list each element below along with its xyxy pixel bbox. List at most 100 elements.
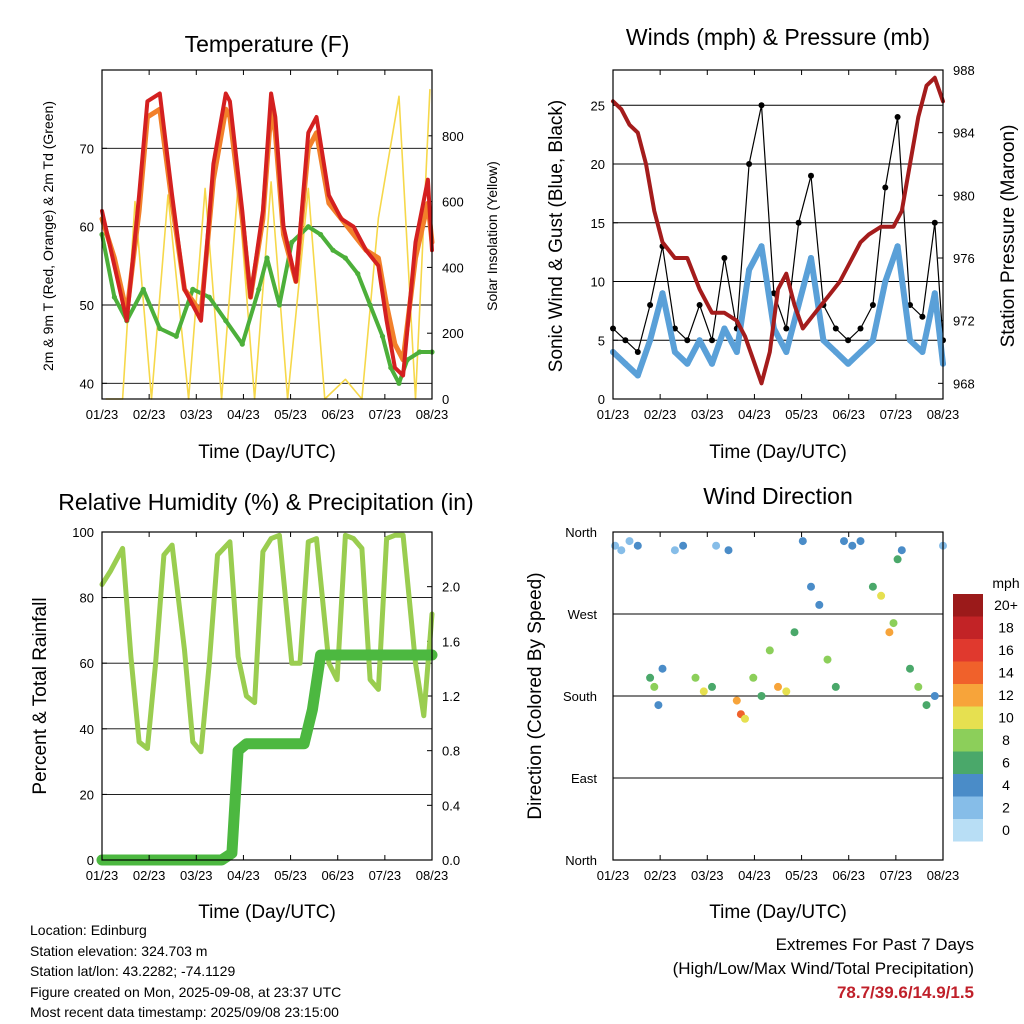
temp-2m-line — [100, 91, 434, 378]
wind-y-tick-label: 5 — [598, 333, 605, 348]
direction-point — [646, 673, 655, 682]
colorbar-swatch — [953, 684, 983, 707]
elevation-text: Station elevation: 324.703 m — [30, 942, 208, 959]
wind-point — [783, 349, 790, 355]
direction-point — [823, 655, 832, 664]
wind-y-tick-label: 15 — [591, 216, 605, 231]
temperature-x-tick-label: 01/23 — [86, 407, 119, 422]
wind-point — [758, 243, 765, 250]
direction-point — [914, 682, 923, 691]
latlon-text: Station lat/lon: 43.2282; -74.1129 — [30, 963, 236, 979]
humidity-title: Relative Humidity (%) & Precipitation (i… — [58, 489, 473, 515]
dewpoint-point — [355, 271, 361, 277]
temperature-y-tick-label: 60 — [80, 220, 94, 235]
direction-point — [877, 591, 886, 600]
temperature-y2label: Solar Insolation (Yellow) — [484, 161, 500, 311]
precip-y-tick-label: 1.6 — [442, 634, 460, 649]
wind-point — [647, 337, 654, 344]
humidity-x-tick-label: 02/23 — [133, 868, 166, 883]
direction-y-tick-label: North — [565, 853, 597, 868]
dewpoint-point — [173, 333, 179, 339]
humidity-x-tick-label: 04/23 — [227, 868, 260, 883]
direction-y-tick-label: South — [563, 689, 597, 704]
wind-point — [832, 349, 839, 355]
colorbar-level-label: 12 — [998, 687, 1014, 703]
humidity-x-tick-label: 06/23 — [321, 868, 354, 883]
direction-point — [831, 682, 840, 691]
direction-y-tick-label: East — [571, 771, 597, 786]
direction-point — [922, 701, 931, 710]
direction-point — [774, 682, 782, 691]
wind-line — [610, 243, 946, 379]
direction-panel: Wind Direction Time (Day/UTC) Direction … — [525, 483, 1020, 923]
dewpoint-point — [264, 255, 270, 261]
direction-point — [741, 714, 749, 723]
direction-point — [625, 537, 634, 546]
temperature-ylabel: 2m & 9m T (Red, Orange) & 2m Td (Green) — [40, 101, 56, 371]
humidity-y-tick-label: 60 — [80, 656, 94, 671]
humidity-x-tick-label: 03/23 — [180, 868, 213, 883]
relative-humidity-line — [99, 532, 435, 755]
temperature-y-tick-label: 50 — [80, 298, 94, 313]
wind-point — [684, 360, 691, 367]
direction-point — [856, 537, 865, 546]
recent-data-text: Most recent data timestamp: 2025/09/08 2… — [30, 1004, 339, 1020]
wind-point — [733, 349, 740, 355]
direction-point — [840, 537, 848, 546]
wind-point — [919, 349, 926, 355]
precip-y-tick-label: 0.0 — [442, 853, 460, 868]
direction-point — [732, 696, 741, 705]
colorbar-swatch — [953, 639, 983, 662]
colorbar-swatch — [953, 706, 983, 729]
wind-point — [634, 372, 641, 379]
pressure-y-tick-label: 968 — [953, 376, 975, 391]
colorbar-level-label: 10 — [998, 710, 1014, 726]
dewpoint-point — [157, 325, 163, 332]
wind-point — [894, 243, 901, 250]
direction-point — [749, 673, 758, 682]
wind-x-tick-label: 01/23 — [597, 407, 630, 422]
wind-panel: Winds (mph) & Pressure (mb) Time (Day/UT… — [546, 24, 1019, 463]
humidity-y-tick-label: 80 — [80, 591, 94, 606]
created-text: Figure created on Mon, 2025-09-08, at 23… — [30, 983, 342, 1000]
direction-point — [633, 541, 642, 550]
extremes-heading: Extremes For Past 7 Days — [775, 935, 974, 954]
wind-point — [882, 278, 889, 285]
dewpoint-point — [388, 365, 394, 371]
wind-point — [622, 360, 629, 367]
wind-x-tick-label: 04/23 — [738, 407, 771, 422]
wind-x-tick-label: 06/23 — [832, 407, 865, 422]
wind-point — [808, 255, 814, 261]
wind-plot: 0 5 10 15 20 25 968 972 976 980 984 988 01/23 02/23 03… — [591, 63, 975, 422]
wind-point — [907, 337, 913, 344]
wind-point — [869, 337, 876, 344]
pressure-y-tick-label: 980 — [953, 188, 975, 203]
precip-y-tick-label: 0.8 — [442, 744, 460, 759]
colorbar-level-label: 20+ — [994, 597, 1018, 613]
wind-y-tick-label: 25 — [591, 98, 605, 113]
temperature-panel: Temperature (F) Time (Day/UTC) 2m & 9m T… — [40, 31, 500, 463]
dewpoint-point — [330, 247, 336, 253]
wind-point — [659, 290, 666, 297]
pressure-y-tick-label: 988 — [953, 63, 975, 78]
wind-x-tick-label: 02/23 — [644, 407, 677, 422]
direction-point — [691, 673, 700, 682]
humidity-plot: 0 20 40 60 80 100 0.0 0.4 0.8 1.2 1.6 2.0 01/23 02/23… — [72, 525, 460, 883]
direction-y-tick-label: West — [568, 607, 598, 622]
temperature-x-tick-label: 02/23 — [133, 407, 166, 422]
direction-point — [617, 546, 626, 555]
wind-point — [746, 266, 753, 273]
colorbar-swatch — [953, 729, 983, 752]
temperature-x-tick-label: 08/23 — [416, 407, 449, 422]
precip-y-tick-label: 2.0 — [442, 580, 460, 595]
colorbar-level-label: 16 — [998, 642, 1014, 658]
wind-point — [845, 360, 852, 367]
dewpoint-point — [223, 318, 229, 324]
direction-point — [930, 692, 939, 700]
precipitation-line — [96, 649, 438, 866]
wind-point — [931, 290, 938, 297]
colorbar-level-label: 6 — [1002, 755, 1010, 771]
dewpoint-point — [190, 286, 196, 292]
temperature-x-tick-label: 05/23 — [274, 407, 307, 422]
temperature-xlabel: Time (Day/UTC) — [198, 442, 336, 463]
